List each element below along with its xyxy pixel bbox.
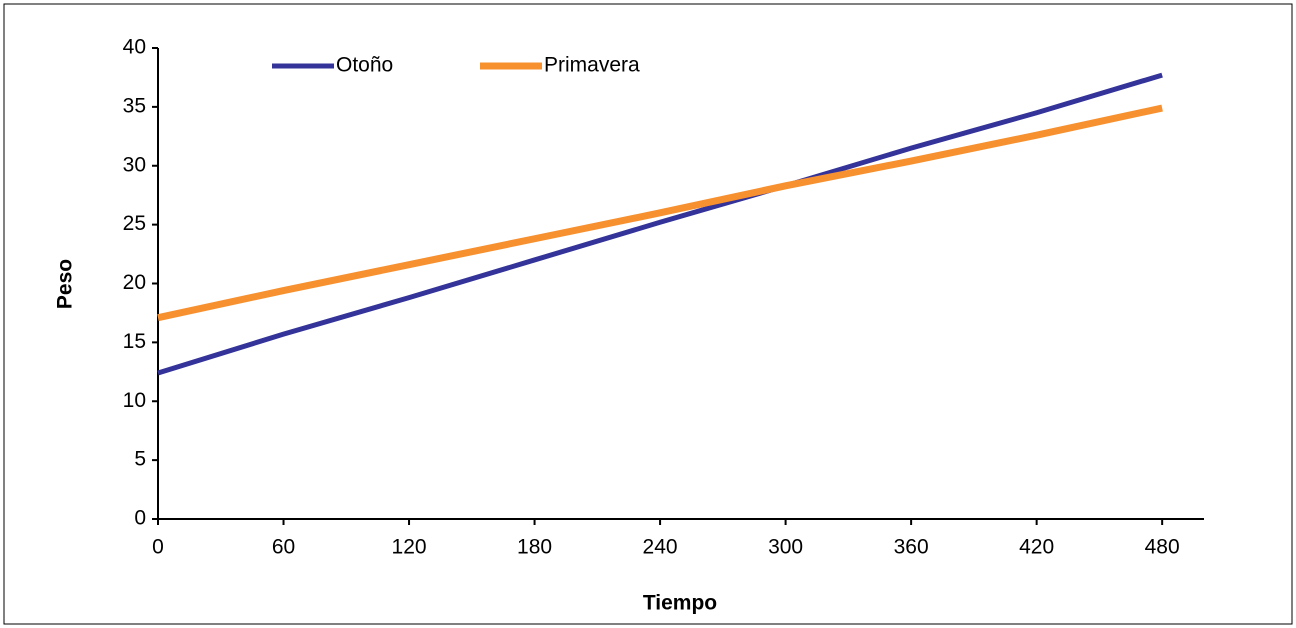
x-tick-label: 0 — [152, 536, 164, 559]
legend-label: Primavera — [544, 54, 640, 77]
x-tick-label: 360 — [894, 536, 929, 559]
y-tick-label: 15 — [123, 330, 146, 353]
x-tick-label: 480 — [1145, 536, 1180, 559]
x-tick-label: 300 — [768, 536, 803, 559]
y-tick-label: 40 — [123, 36, 146, 59]
y-tick-label: 10 — [123, 389, 146, 412]
x-tick-label: 120 — [392, 536, 427, 559]
y-tick-label: 5 — [134, 448, 146, 471]
series-line — [157, 104, 1163, 322]
legend-label: Otoño — [336, 54, 393, 77]
y-tick-label: 0 — [134, 507, 146, 530]
x-tick-label: 180 — [517, 536, 552, 559]
y-tick-label: 35 — [123, 94, 146, 117]
y-tick-label: 25 — [123, 212, 146, 235]
series-line — [157, 72, 1163, 376]
y-axis-label: Peso — [54, 259, 77, 309]
x-tick-label: 60 — [272, 536, 295, 559]
x-axis-label: Tiempo — [643, 592, 717, 615]
x-tick-label: 240 — [643, 536, 678, 559]
y-tick-label: 20 — [123, 271, 146, 294]
chart-frame — [3, 3, 1293, 625]
y-tick-label: 30 — [123, 153, 146, 176]
x-tick-label: 420 — [1019, 536, 1054, 559]
